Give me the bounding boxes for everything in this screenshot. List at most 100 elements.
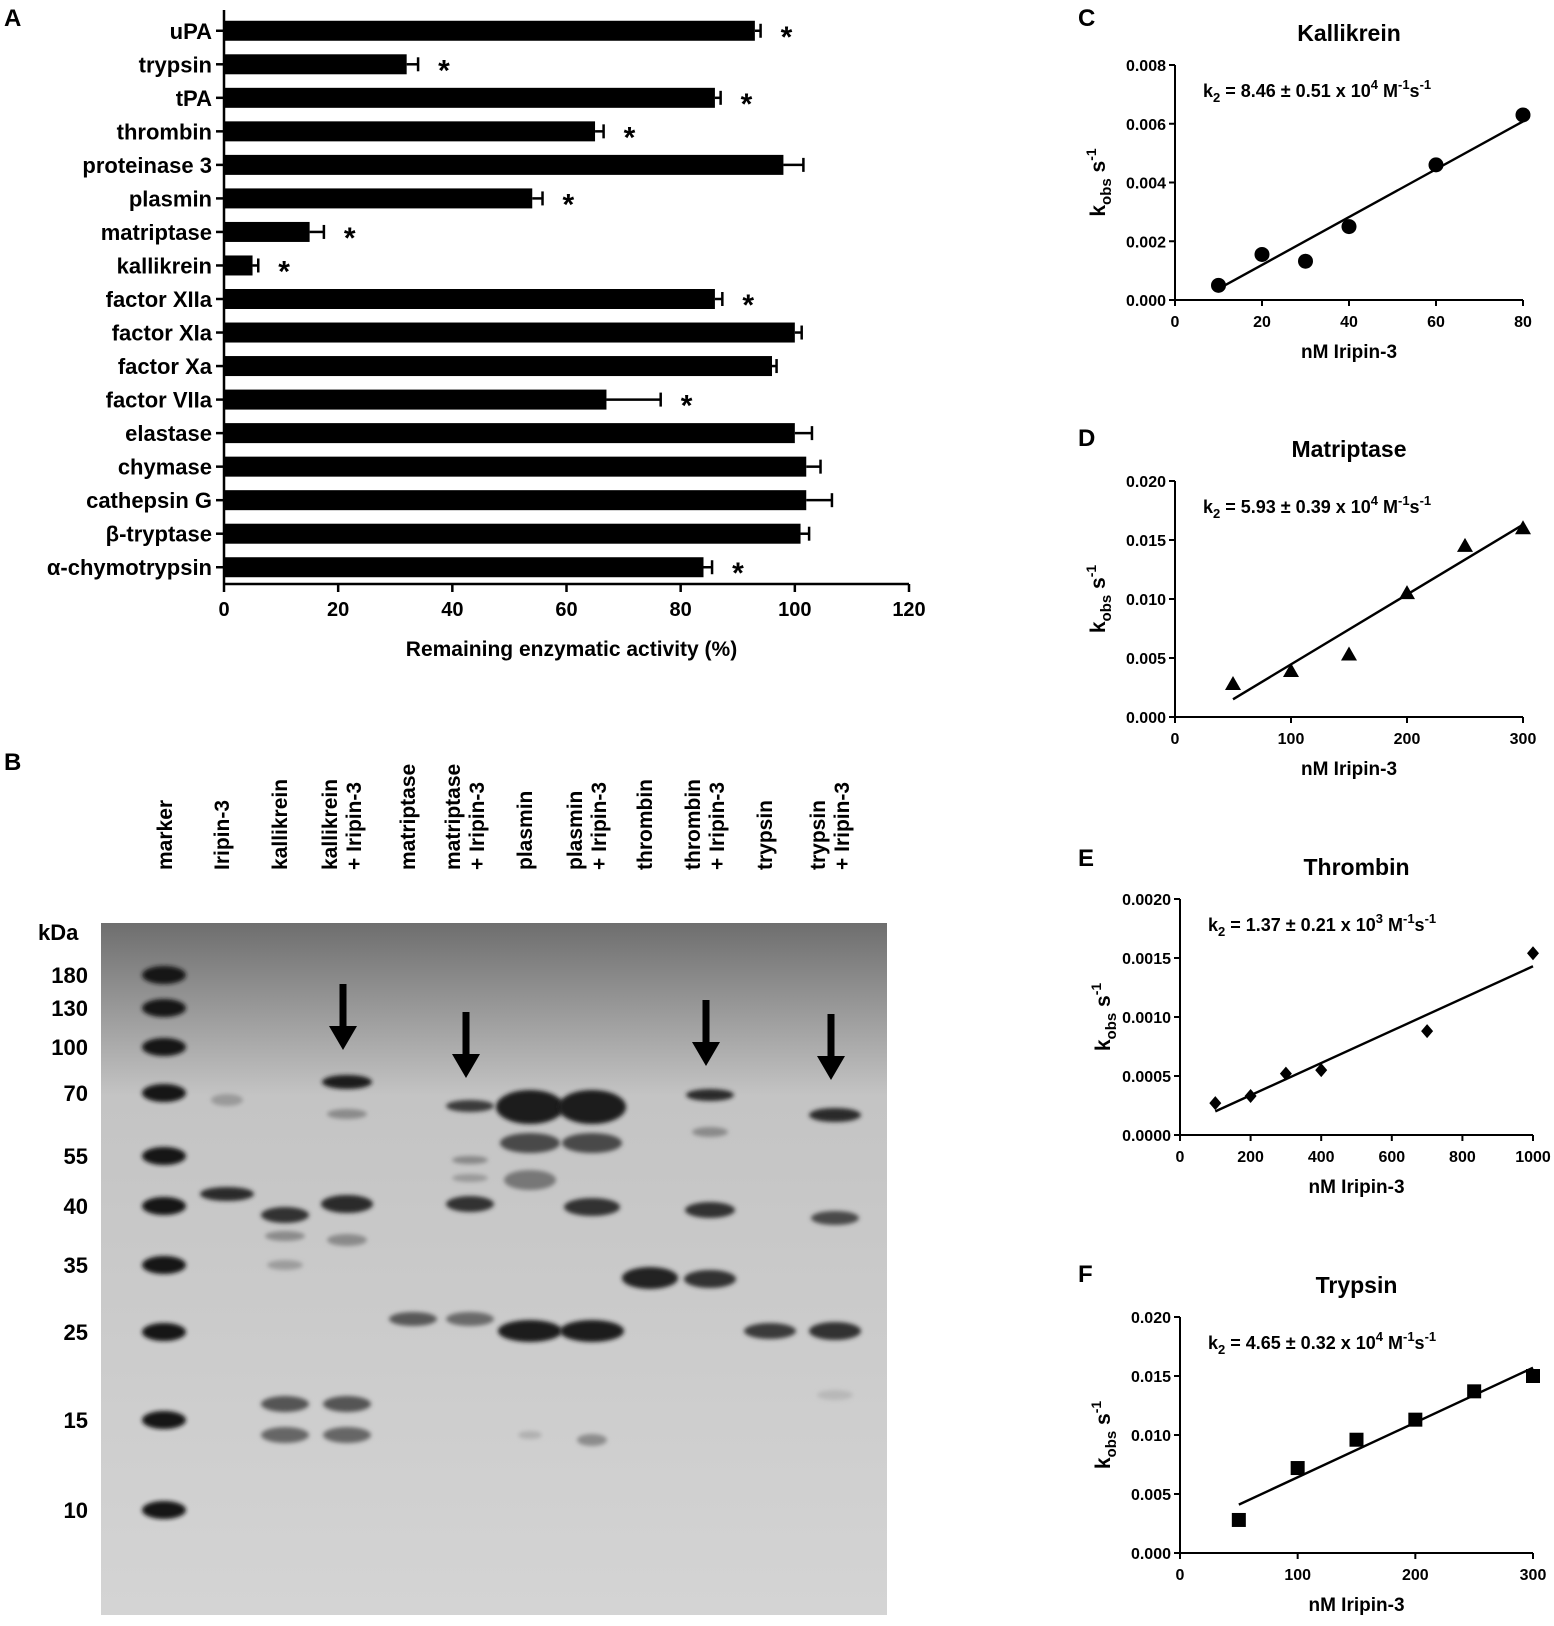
gel-band-24: [558, 1090, 626, 1124]
data-point-trypsin-4: [1467, 1384, 1482, 1399]
gel-band-2: [261, 1207, 309, 1223]
rate-constant-trypsin: k2 = 4.65 ± 0.32 x 104 M-1s-1: [1208, 1329, 1436, 1357]
k2-exp-kallikrein: 4: [1371, 77, 1379, 92]
x-tick-label-matriptase-0: 0: [1171, 731, 1180, 748]
gel-band-26: [564, 1198, 620, 1216]
y-tick-label-thrombin-1: 0.0005: [1122, 1069, 1171, 1086]
matriptase-kinetics-plot: Matriptase 0.000 0.005 0.010 0.015 0.020 0 100 2…: [1083, 436, 1536, 780]
gel-band-28: [577, 1434, 607, 1446]
bar-tpa: [224, 87, 715, 108]
ylabel-unit-kallikrein: s: [1087, 161, 1110, 179]
y-tick-label-kallikrein-1: 0.002: [1126, 234, 1166, 251]
x-tick-label-0: 0: [218, 599, 229, 621]
x-tick-label-kallikrein-0: 0: [1171, 314, 1180, 331]
bar-chymotrypsin: [224, 557, 704, 578]
gel-band-8: [327, 1109, 367, 1119]
gel-band-23: [518, 1431, 542, 1439]
k2-value-matriptase: = 5.93 ± 0.39 x 10: [1220, 497, 1371, 517]
gel-band-11: [323, 1396, 371, 1412]
k2-unit1-matriptase: M: [1378, 497, 1398, 517]
gel-band-30: [686, 1089, 734, 1101]
gel-band-35: [809, 1108, 861, 1122]
category-label-factor-viia: factor VIIa: [106, 388, 213, 413]
lane-label-plasmin-0: plasmin: [514, 791, 537, 870]
gel-band-14: [446, 1100, 494, 1112]
data-point-matriptase-4: [1457, 537, 1473, 552]
thrombin-kinetics-plot: Thrombin 0.0000 0.0005 0.0010 0.0015 0.0020 0 2…: [1088, 854, 1551, 1198]
category-label-chymotrypsin: α-chymotrypsin: [47, 555, 212, 580]
significance-star-plasmin: *: [563, 188, 575, 221]
category-label-factor-xiia: factor XIIa: [106, 287, 213, 312]
x-tick-label-60: 60: [555, 599, 577, 621]
y-tick-label-matriptase-1: 0.005: [1126, 651, 1166, 668]
k2-unit2-exp-trypsin: -1: [1425, 1329, 1437, 1344]
lane-label-plasmin-iripin-3-1: + Iripin-3: [588, 782, 611, 870]
bar-plasmin: [224, 188, 533, 209]
significance-star-factor-xiia: *: [742, 289, 754, 322]
x-tick-label-thrombin-4: 800: [1449, 1149, 1476, 1166]
ylabel-base-matriptase: k: [1087, 621, 1110, 633]
gel-band-0: [200, 1187, 254, 1201]
gel-band-3: [265, 1231, 305, 1241]
mw-label-180: 180: [51, 963, 88, 988]
fit-line-thrombin: [1214, 965, 1534, 1113]
lane-label-iripin-3-0: Iripin-3: [211, 800, 234, 870]
gel-band-19: [496, 1090, 564, 1124]
y-tick-label-kallikrein-4: 0.008: [1126, 58, 1166, 75]
panel-letter-e: E: [1078, 845, 1094, 872]
y-axis-title-trypsin: kobs s-1: [1088, 1401, 1120, 1470]
x-tick-label-80: 80: [670, 599, 692, 621]
gel-band-36: [811, 1211, 859, 1225]
bar-thrombin: [224, 121, 596, 142]
data-point-trypsin-3: [1408, 1412, 1423, 1427]
gel-kda-label: kDa: [38, 920, 79, 945]
x-tick-label-thrombin-0: 0: [1176, 1149, 1185, 1166]
gel-band-25: [562, 1133, 622, 1153]
lane-label-marker-0: marker: [154, 800, 177, 870]
significance-star-upa: *: [781, 21, 793, 54]
ladder-band-55: [142, 1147, 186, 1165]
bar-elastase: [224, 423, 795, 444]
y-tick-label-trypsin-1: 0.005: [1131, 1487, 1171, 1504]
category-label-elastase: elastase: [125, 421, 212, 446]
gel-band-1: [211, 1094, 243, 1106]
significance-star-factor-viia: *: [681, 390, 693, 423]
x-tick-label-trypsin-2: 200: [1402, 1567, 1429, 1584]
data-point-thrombin-5: [1527, 946, 1539, 961]
category-label-thrombin: thrombin: [117, 119, 212, 144]
y-tick-label-kallikrein-2: 0.004: [1126, 176, 1166, 193]
ylabel-sub-trypsin: obs: [1103, 1431, 1120, 1458]
gel-band-22: [498, 1320, 562, 1342]
complex-arrow-head-9: [692, 1042, 720, 1066]
k2-unit2-exp-kallikrein: -1: [1420, 77, 1432, 92]
ladder-band-70: [142, 1084, 186, 1102]
k2-exp-matriptase: 4: [1371, 493, 1379, 508]
data-point-kallikrein-1: [1254, 246, 1270, 262]
data-point-matriptase-0: [1225, 675, 1241, 690]
gel-band-16: [452, 1174, 488, 1182]
k2-unit2-matriptase: s: [1410, 497, 1420, 517]
x-axis-title-matriptase: nM Iripin-3: [1301, 759, 1397, 780]
x-tick-label-thrombin-1: 200: [1237, 1149, 1264, 1166]
k2-sub-kallikrein: 2: [1213, 90, 1220, 105]
sds-page-gel: kDa marker Iripin-3 kallikrein kallikrein + …: [38, 764, 887, 1615]
k2-value-trypsin: = 4.65 ± 0.32 x 10: [1225, 1333, 1376, 1353]
complex-arrow-head-5: [452, 1054, 480, 1078]
y-tick-label-matriptase-2: 0.010: [1126, 592, 1166, 609]
bar-chymase: [224, 456, 807, 477]
gel-band-29: [622, 1267, 678, 1289]
gel-band-10: [327, 1234, 367, 1246]
gel-band-4: [267, 1260, 303, 1270]
y-tick-label-trypsin-2: 0.010: [1131, 1428, 1171, 1445]
k2-sub-thrombin: 2: [1218, 924, 1225, 939]
data-point-trypsin-0: [1231, 1512, 1246, 1527]
panel-letter-b: B: [4, 749, 21, 776]
gel-band-34: [744, 1323, 796, 1339]
panel-letter-a: A: [4, 5, 21, 32]
x-tick-label-thrombin-3: 600: [1378, 1149, 1405, 1166]
panel-letter-d: D: [1078, 425, 1095, 452]
ylabel-sub-kallikrein: obs: [1098, 178, 1115, 205]
k2-unit1-kallikrein: M: [1378, 81, 1398, 101]
ylabel-unit-trypsin: s: [1092, 1413, 1115, 1431]
